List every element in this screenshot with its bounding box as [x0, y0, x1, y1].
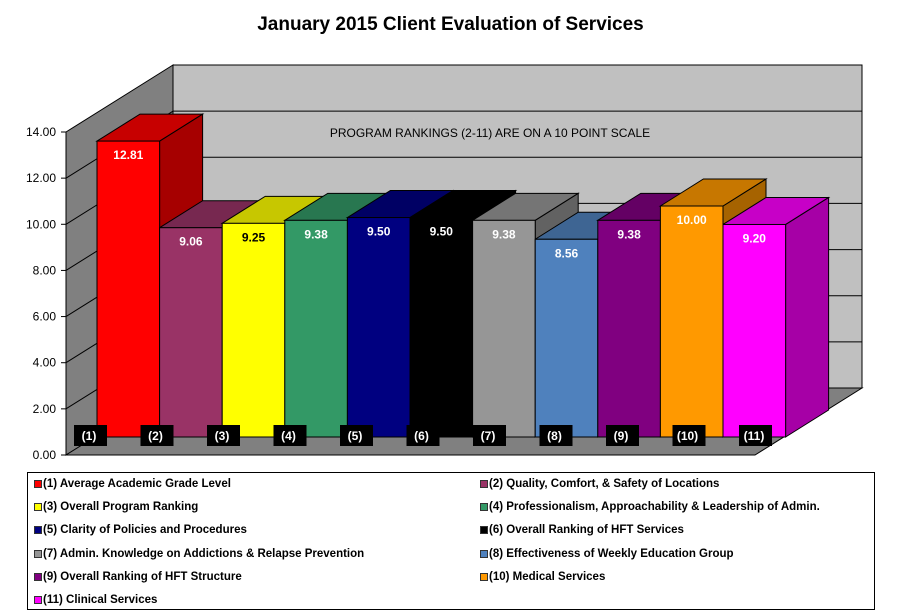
legend-item: (9) Overall Ranking of HFT Structure — [34, 571, 242, 583]
legend-item: (6) Overall Ranking of HFT Services — [480, 524, 684, 536]
category-label-box — [273, 425, 307, 446]
data-label: 9.50 — [367, 225, 391, 239]
legend-swatch — [480, 549, 488, 558]
legend-swatch — [34, 549, 42, 558]
y-tick-label: 2.00 — [33, 402, 57, 416]
data-label: 9.25 — [242, 230, 266, 244]
legend-swatch — [480, 480, 488, 488]
category-label-box — [473, 425, 506, 446]
data-label: 9.38 — [617, 227, 641, 241]
legend-label: (3) Overall Program Ranking — [43, 501, 199, 514]
data-label: 9.06 — [179, 235, 203, 249]
data-label: 12.81 — [113, 148, 143, 162]
legend-swatch — [480, 572, 488, 581]
legend-label: (2) Quality, Comfort, & Safety of Locati… — [489, 478, 720, 490]
y-tick-label: 8.00 — [33, 263, 57, 277]
category-label: (8) — [547, 429, 562, 443]
bar — [659, 205, 724, 438]
y-tick-label: 0.00 — [33, 448, 57, 462]
category-label: (6) — [414, 429, 429, 443]
bar-chart-3d: 0.00 2.00 4.00 6.00 8.00 10.00 12.00 14.00 PROGR… — [26, 64, 864, 462]
bar — [221, 222, 286, 438]
bar — [96, 140, 161, 438]
legend-item: (1) Average Academic Grade Level — [34, 478, 231, 490]
data-label: 10.00 — [677, 213, 707, 227]
category-label-box — [539, 425, 573, 446]
data-label: 9.50 — [430, 225, 454, 239]
y-tick-label: 10.00 — [26, 217, 56, 231]
legend-swatch — [34, 596, 42, 604]
legend-item: (2) Quality, Comfort, & Safety of Locati… — [480, 478, 719, 490]
legend-item: (8) Effectiveness of Weekly Education Gr… — [480, 548, 734, 560]
legend-label: (6) Overall Ranking of HFT Services — [489, 524, 684, 537]
legend-item: (10) Medical Services — [480, 571, 605, 583]
category-label-box — [74, 425, 107, 446]
legend-swatch — [480, 503, 488, 512]
chart-annotation: PROGRAM RANKINGS (2-11) ARE ON A 10 POIN… — [330, 126, 650, 140]
bar — [346, 217, 411, 438]
category-label: (11) — [744, 429, 765, 443]
category-label-box — [672, 425, 706, 446]
bar — [159, 227, 223, 438]
bar — [722, 223, 787, 438]
category-label-box — [606, 425, 639, 446]
legend-label: (5) Clarity of Policies and Procedures — [43, 524, 247, 537]
category-label: (3) — [215, 429, 230, 443]
y-tick-label: 12.00 — [26, 171, 56, 185]
data-label: 8.56 — [555, 246, 579, 260]
y-tick-label: 6.00 — [33, 310, 57, 324]
legend: (1) Average Academic Grade Level (2) Qual… — [27, 472, 875, 610]
y-tick-label: 14.00 — [26, 125, 56, 139]
bar-side — [785, 196, 830, 438]
category-label: (10) — [677, 429, 698, 443]
bar — [284, 219, 348, 438]
category-label: (4) — [281, 429, 296, 443]
legend-label: (10) Medical Services — [489, 570, 606, 583]
legend-swatch — [34, 503, 42, 512]
bar — [472, 219, 536, 438]
legend-label: (7) Admin. Knowledge on Addictions & Rel… — [43, 547, 365, 560]
bar — [597, 219, 661, 438]
legend-swatch — [34, 480, 42, 488]
category-label: (9) — [614, 429, 629, 443]
category-label: (1) — [82, 429, 97, 443]
category-label-box — [340, 425, 373, 446]
legend-label: (11) Clinical Services — [43, 594, 158, 606]
legend-item: (5) Clarity of Policies and Procedures — [34, 524, 247, 536]
y-tick-label: 4.00 — [33, 356, 57, 370]
legend-swatch — [34, 572, 42, 581]
category-label: (7) — [481, 429, 496, 443]
legend-label: (4) Professionalism, Approachability & L… — [489, 501, 820, 514]
legend-label: (1) Average Academic Grade Level — [43, 478, 231, 490]
legend-label: (8) Effectiveness of Weekly Education Gr… — [489, 547, 734, 560]
legend-swatch — [34, 526, 42, 535]
category-label-box — [140, 425, 174, 446]
category-label-box — [739, 425, 772, 446]
legend-label: (9) Overall Ranking of HFT Structure — [43, 570, 242, 583]
data-label: 9.20 — [743, 231, 767, 245]
bar — [409, 217, 474, 438]
category-label-box — [406, 425, 440, 446]
legend-swatch — [480, 526, 488, 535]
category-label: (5) — [348, 429, 363, 443]
legend-item: (3) Overall Program Ranking — [34, 501, 198, 513]
chart-title: January 2015 Client Evaluation of Servic… — [257, 14, 644, 35]
category-label: (2) — [148, 429, 163, 443]
data-label: 9.38 — [304, 227, 328, 241]
legend-item: (4) Professionalism, Approachability & L… — [480, 501, 820, 513]
data-label: 9.38 — [492, 227, 516, 241]
category-label-box — [207, 425, 240, 446]
legend-item: (7) Admin. Knowledge on Addictions & Rel… — [34, 548, 364, 560]
legend-item: (11) Clinical Services — [34, 594, 157, 606]
bar — [534, 238, 599, 438]
